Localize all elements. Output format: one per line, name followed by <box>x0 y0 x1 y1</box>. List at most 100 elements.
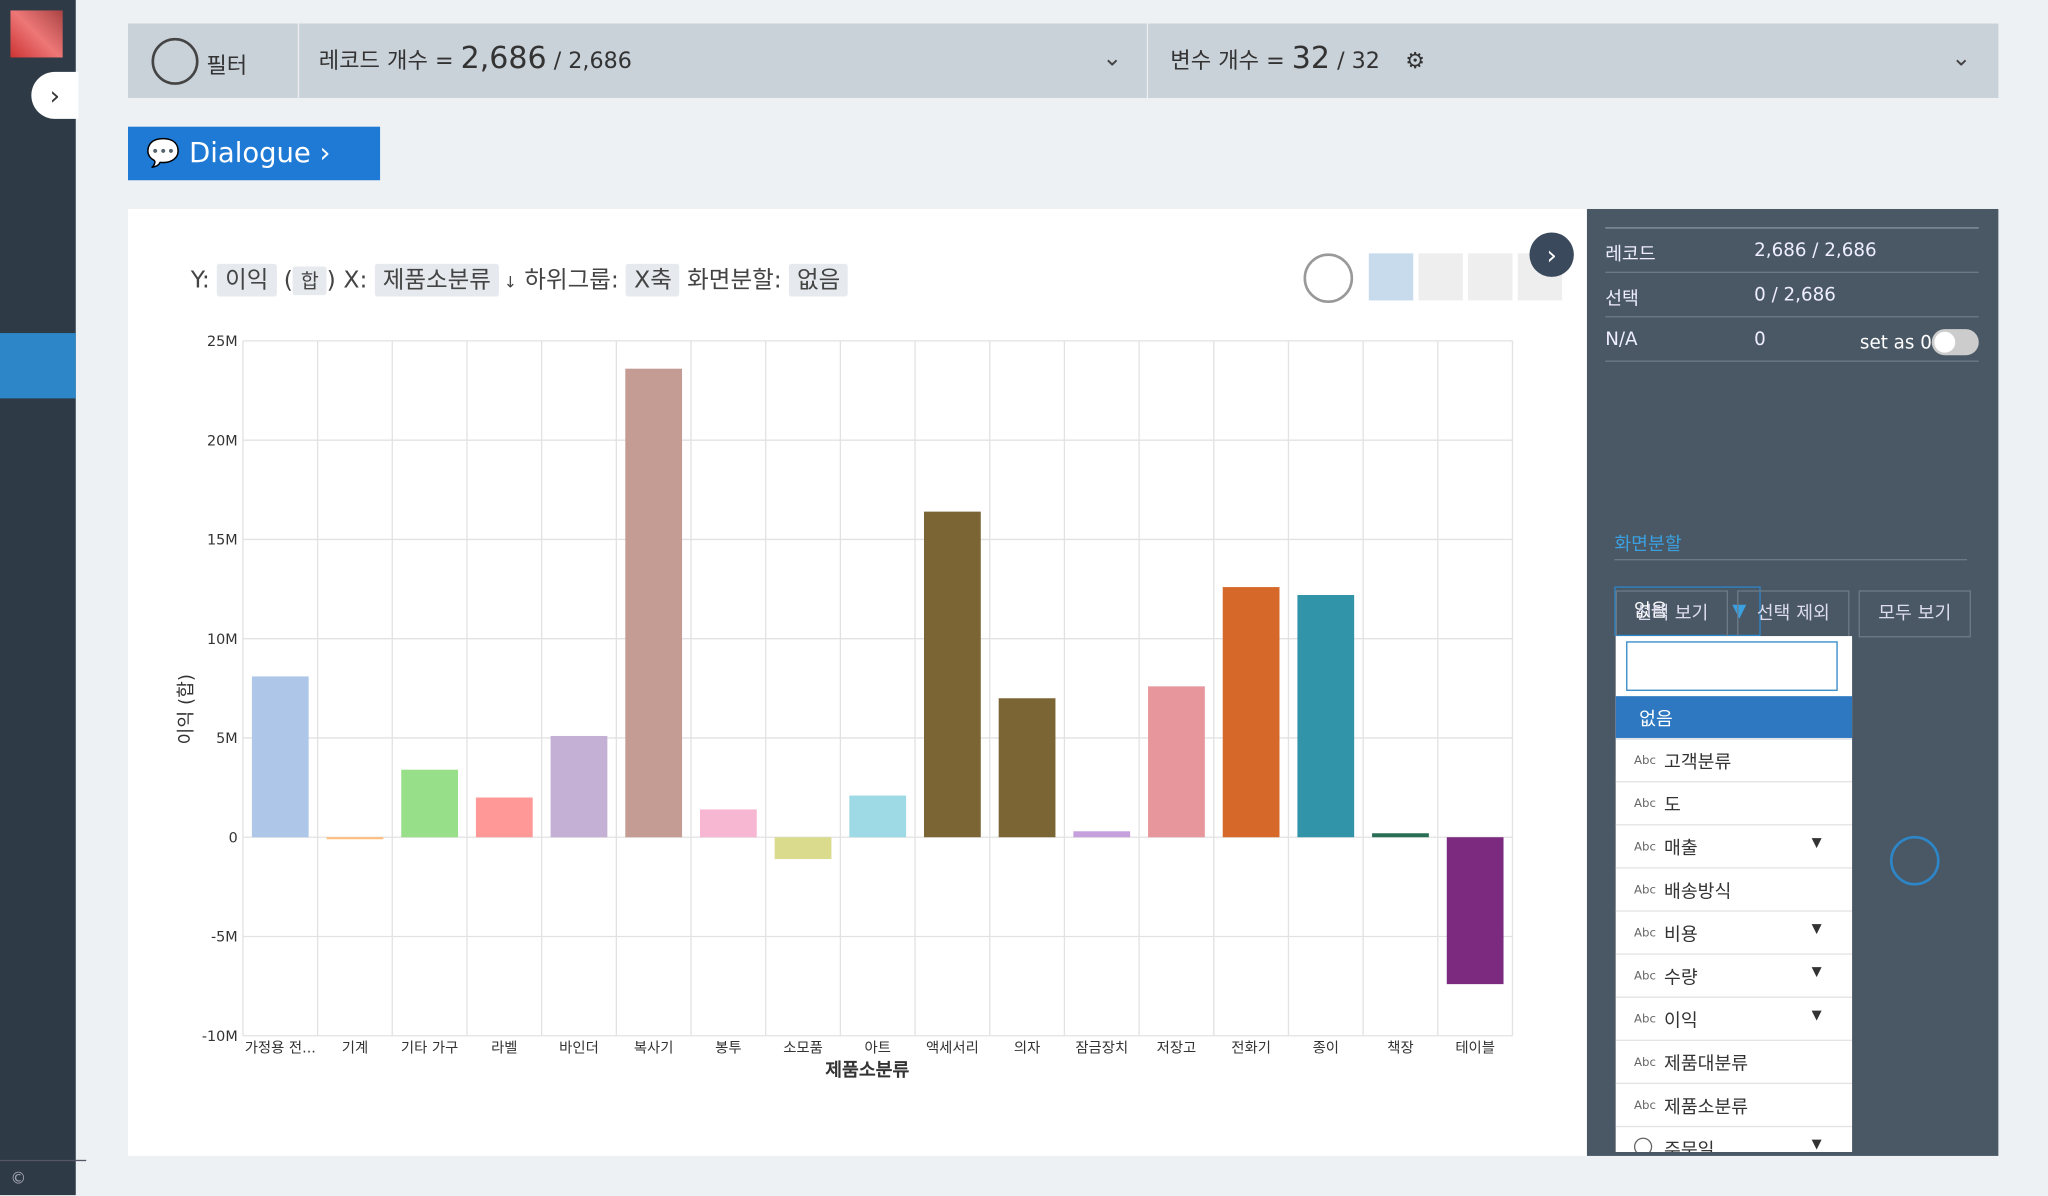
label: Dialogue <box>189 137 311 169</box>
bar <box>326 837 384 840</box>
section-title: 화면분할 <box>1614 534 1682 556</box>
x-tick-label: 액세서리 <box>926 1040 979 1057</box>
row-divider <box>1605 360 1979 362</box>
x-tick-label: 라벨 <box>491 1040 517 1057</box>
type-badge: Abc <box>1633 927 1656 941</box>
x-tick-label: 저장고 <box>1157 1040 1197 1057</box>
bar <box>1073 831 1131 838</box>
dropdown-option[interactable]: Abc 수량 ▼ <box>1615 955 1853 998</box>
dropdown-option[interactable]: Abc 고객분류 <box>1615 739 1853 783</box>
y-label: Y: <box>190 266 210 294</box>
y-tick-label: 20M <box>207 433 238 449</box>
type-badge: Abc <box>1633 754 1656 768</box>
y-tick-label: -10M <box>202 1029 238 1045</box>
dropdown: 없음 Abc 고객분류 Abc 도 Abc 매출 ▼ Abc 배송방식 Abc 비용 ▼ Abc 수량 ▼ Ab… <box>1615 636 1853 1152</box>
sep: / <box>553 48 562 75</box>
divider <box>1146 23 1149 98</box>
slider-knob[interactable] <box>1889 835 1940 886</box>
x-tick-label: 책장 <box>1387 1040 1413 1057</box>
chevron[interactable]: ⌄ <box>1951 44 1972 72</box>
refresh-icon[interactable] <box>1303 253 1354 304</box>
action-button[interactable]: 선택 제외 <box>1737 590 1850 638</box>
dropdown-option[interactable]: Abc 이익 ▼ <box>1615 998 1853 1041</box>
panel-toggle[interactable]: › <box>1529 232 1574 277</box>
agg[interactable]: 합 <box>292 266 327 296</box>
top-bar: 필터 레코드 개수 = 2,686 / 2,686 ⌄ 변수 개수 = 32 /… <box>127 23 1999 98</box>
type-badge: Abc <box>1633 970 1656 984</box>
label: 변수 개수 = <box>1170 48 1285 75</box>
dropdown-option[interactable]: Abc 제품대분류 <box>1615 1041 1853 1085</box>
y-tick-label: 5M <box>216 731 238 747</box>
dropdown-option[interactable]: Abc 비용 ▼ <box>1615 912 1853 955</box>
action-button[interactable]: 선택 보기 <box>1615 590 1728 638</box>
dropdown-option[interactable]: Abc 배송방식 <box>1615 869 1853 912</box>
bar-type[interactable] <box>1418 253 1463 301</box>
logo <box>10 10 63 58</box>
x-tick-label: 소모품 <box>783 1041 823 1057</box>
split-label: 화면분할: <box>687 266 782 294</box>
bar <box>625 368 683 838</box>
bar-type[interactable] <box>1368 253 1414 301</box>
y-tick-label: 15M <box>207 533 238 549</box>
records[interactable]: 레코드 개수 = 2,686 / 2,686 <box>319 42 632 76</box>
y-tick-label: 10M <box>207 632 238 648</box>
split-select[interactable]: 없음 ▼ <box>1614 586 1761 637</box>
submenu-caret: ▼ <box>1811 965 1822 980</box>
x-axis-title: 제품소분류 <box>825 1060 909 1081</box>
search-input[interactable] <box>1626 641 1838 691</box>
dropdown-option[interactable]: Abc 매출 ▼ <box>1615 825 1853 869</box>
dropdown-option[interactable]: Abc 도 <box>1615 782 1853 826</box>
option-label: 수량 <box>1663 967 1698 989</box>
x-label: X: <box>343 266 368 294</box>
footer: © <box>0 1159 87 1196</box>
x-tick-label: 가정용 전... <box>245 1040 316 1057</box>
y-tick-label: 25M <box>207 334 238 350</box>
filter-icon <box>151 37 199 85</box>
area-type[interactable] <box>1468 253 1513 301</box>
label: 레코드 개수 = <box>318 48 454 75</box>
split-value[interactable]: 없음 <box>789 263 849 297</box>
row-label: 레코드 <box>1605 244 1656 266</box>
chart-type-icons <box>1303 253 1631 304</box>
row-value: 0 / 2,686 <box>1754 284 1836 306</box>
toggle[interactable] <box>1931 329 1979 356</box>
option-label: 제품대분류 <box>1663 1054 1749 1075</box>
option-label: 비용 <box>1663 924 1698 946</box>
dropdown-option[interactable]: Abc 제품소분류 <box>1615 1084 1853 1128</box>
submenu-caret: ▼ <box>1811 835 1822 851</box>
count: 2,686 <box>460 41 547 76</box>
filter-section[interactable]: 필터 <box>128 23 300 98</box>
expand-button[interactable]: › <box>31 71 79 119</box>
gear[interactable]: ⚙ <box>1405 48 1426 75</box>
bar <box>1297 595 1355 838</box>
active-nav[interactable] <box>0 333 76 399</box>
vars[interactable]: 변수 개수 = 32 / 32 ⚙ <box>1170 42 1425 76</box>
option-label: 없음 <box>1639 709 1673 731</box>
action-button[interactable]: 모두 보기 <box>1858 590 1971 638</box>
dialogue-button[interactable]: 💬 Dialogue › <box>127 126 381 181</box>
bar <box>1372 833 1429 838</box>
dropdown-option[interactable]: 없음 <box>1615 696 1853 740</box>
type-badge: Abc <box>1633 841 1656 855</box>
count: 32 <box>1291 41 1331 76</box>
submenu-caret: ▼ <box>1811 1008 1822 1023</box>
total: 2,686 <box>568 48 632 75</box>
option-label: 제품소분류 <box>1663 1097 1749 1119</box>
bar <box>924 511 981 838</box>
option-label: 배송방식 <box>1663 881 1732 903</box>
total: 32 <box>1351 48 1380 75</box>
dropdown-option[interactable]: 주문일 ▼ <box>1616 1127 1852 1152</box>
submenu-caret: ▼ <box>1811 1137 1822 1152</box>
y-value[interactable]: 이익 <box>217 263 277 297</box>
x-tick-label: 종이 <box>1313 1040 1339 1057</box>
x-tick-label: 기타 가구 <box>401 1040 458 1057</box>
type-badge: Abc <box>1633 798 1656 812</box>
subgroup-label: 하위그룹: <box>524 266 619 294</box>
row-value: 2,686 / 2,686 <box>1754 240 1877 262</box>
bar <box>699 809 757 838</box>
x-value[interactable]: 제품소분류 <box>374 263 499 297</box>
x-tick-label: 테이블 <box>1455 1040 1495 1057</box>
subgroup-value[interactable]: X축 <box>626 263 680 297</box>
chevron[interactable]: ⌄ <box>1102 44 1123 72</box>
